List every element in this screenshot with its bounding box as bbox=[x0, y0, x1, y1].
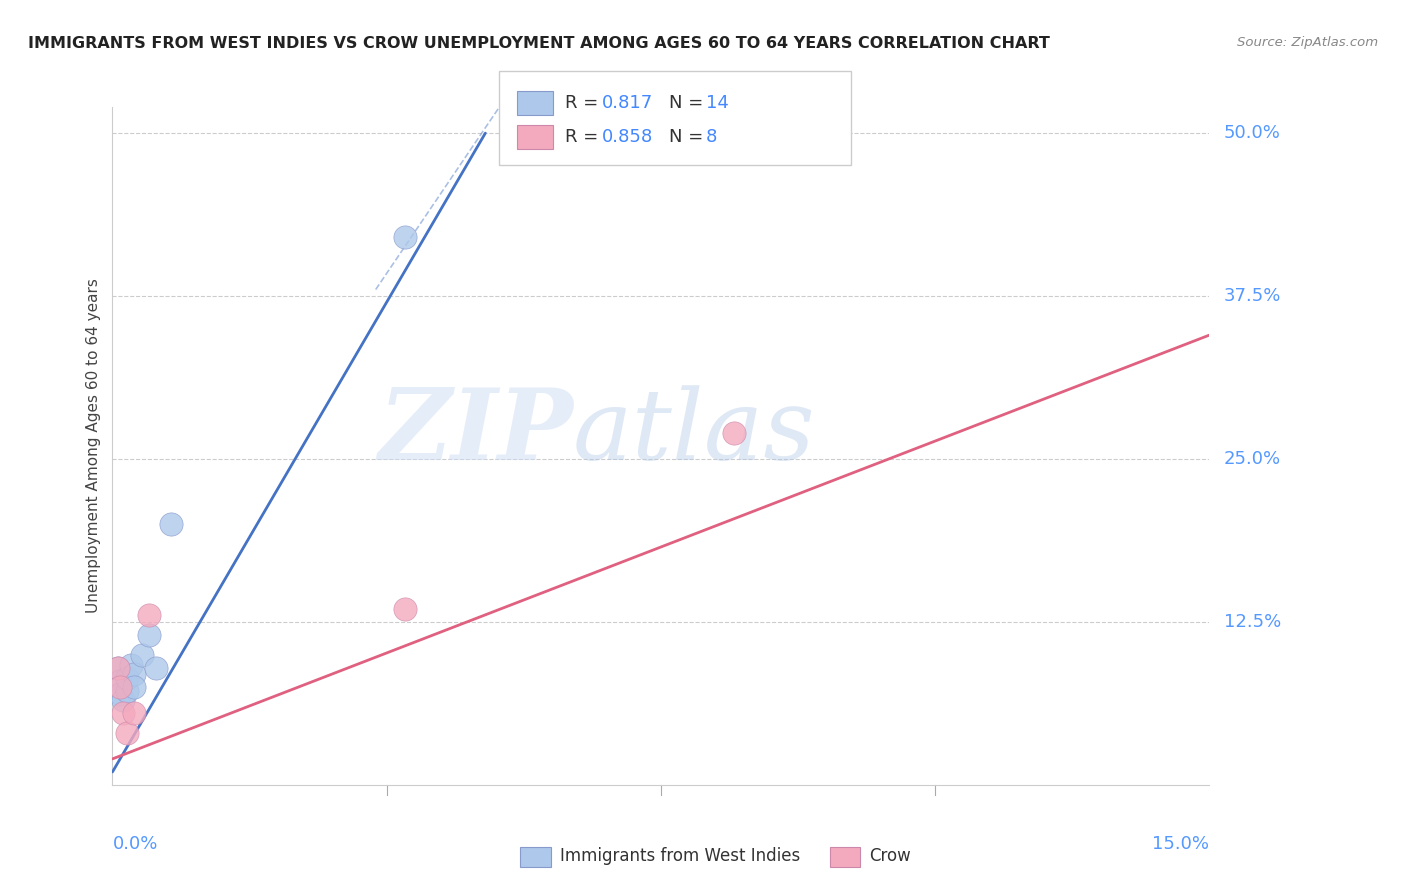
Point bbox=[112, 706, 135, 721]
Point bbox=[723, 425, 745, 440]
Point bbox=[160, 517, 183, 532]
Text: Crow: Crow bbox=[869, 847, 911, 865]
Text: 15.0%: 15.0% bbox=[1152, 835, 1209, 853]
Text: atlas: atlas bbox=[574, 384, 815, 480]
Text: 0.817: 0.817 bbox=[602, 94, 652, 112]
Point bbox=[124, 706, 146, 721]
Text: R =: R = bbox=[565, 94, 605, 112]
Point bbox=[115, 726, 138, 740]
Point bbox=[394, 230, 416, 244]
Text: N =: N = bbox=[669, 128, 709, 145]
Text: R =: R = bbox=[565, 128, 605, 145]
Text: 0.0%: 0.0% bbox=[112, 835, 157, 853]
Point bbox=[120, 658, 142, 673]
Text: Immigrants from West Indies: Immigrants from West Indies bbox=[560, 847, 800, 865]
Text: 37.5%: 37.5% bbox=[1223, 287, 1281, 305]
Text: 12.5%: 12.5% bbox=[1223, 613, 1281, 631]
Point bbox=[394, 602, 416, 616]
Point bbox=[108, 673, 131, 688]
Point bbox=[138, 608, 160, 623]
Point bbox=[138, 628, 160, 642]
Y-axis label: Unemployment Among Ages 60 to 64 years: Unemployment Among Ages 60 to 64 years bbox=[86, 278, 101, 614]
Text: N =: N = bbox=[669, 94, 709, 112]
Text: 8: 8 bbox=[706, 128, 717, 145]
Text: ZIP: ZIP bbox=[378, 384, 574, 481]
Text: IMMIGRANTS FROM WEST INDIES VS CROW UNEMPLOYMENT AMONG AGES 60 TO 64 YEARS CORRE: IMMIGRANTS FROM WEST INDIES VS CROW UNEM… bbox=[28, 36, 1050, 51]
Point bbox=[145, 660, 167, 674]
Point bbox=[115, 671, 138, 685]
Point bbox=[131, 648, 153, 662]
Point bbox=[124, 667, 146, 681]
Point bbox=[108, 680, 131, 694]
Point bbox=[108, 687, 131, 701]
Point bbox=[107, 660, 129, 674]
Point bbox=[112, 693, 135, 707]
Text: 25.0%: 25.0% bbox=[1223, 450, 1281, 468]
Point bbox=[115, 684, 138, 698]
Text: 14: 14 bbox=[706, 94, 728, 112]
Text: 50.0%: 50.0% bbox=[1223, 124, 1281, 142]
Point bbox=[124, 680, 146, 694]
Point bbox=[107, 660, 129, 674]
Text: Source: ZipAtlas.com: Source: ZipAtlas.com bbox=[1237, 36, 1378, 49]
Text: 0.858: 0.858 bbox=[602, 128, 652, 145]
